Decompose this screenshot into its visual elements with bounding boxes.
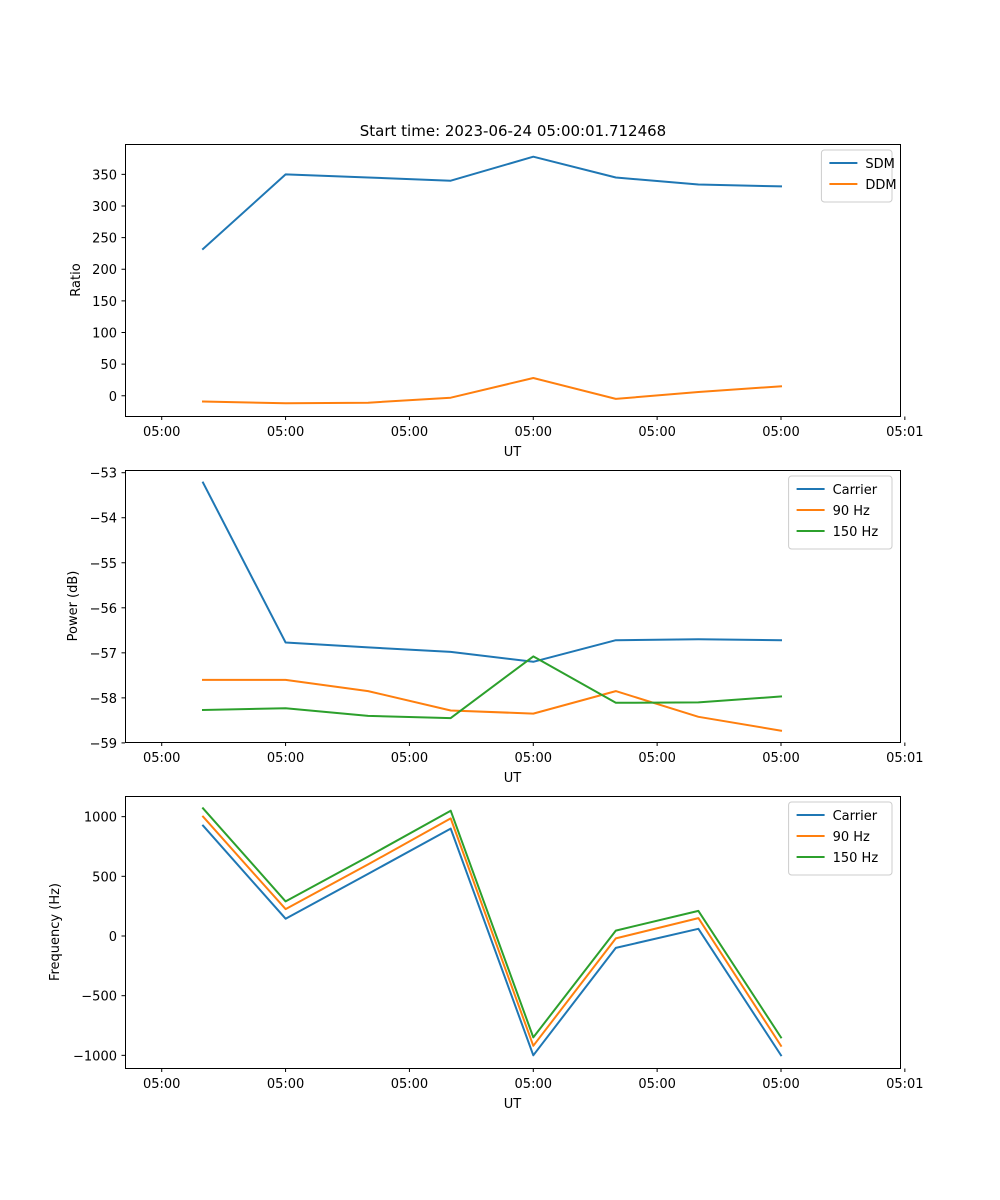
power-subplot: −59 −58 −57 −56 −55 −54 −53 05:00 05:00 05:00 05:0… [66,467,924,786]
legend-label: SDM [865,157,894,172]
y-tick-label: 0 [109,930,117,945]
x-tick-label: 05:00 [638,751,675,766]
x-tick-label: 05:00 [515,751,552,766]
x-tick-label: 05:00 [143,1077,180,1092]
x-tick-label: 05:01 [886,1077,923,1092]
y-tick-label: 1000 [84,811,117,826]
x-axis-label: UT [504,445,522,460]
legend-label: 90 Hz [833,830,870,845]
x-tick-label: 05:00 [762,751,799,766]
series-line-150-hz [201,655,783,720]
legend-label: DDM [865,178,896,193]
y-axis-label: Ratio [69,263,84,296]
y-tick-label: −500 [81,990,117,1005]
x-tick-label: 05:00 [391,425,428,440]
y-tick-label: 0 [109,390,117,405]
series-line-90-hz [202,678,783,732]
legend: SDM DDM [820,149,897,203]
x-tick-label: 05:00 [267,425,304,440]
y-tick-label: 350 [92,168,117,183]
legend-label: Carrier [833,809,878,824]
y-tick-label: 150 [92,295,117,310]
legend-label: 150 Hz [833,851,879,866]
x-tick-label: 05:00 [762,1077,799,1092]
legend: Carrier 90 Hz 150 Hz [788,475,893,550]
series-line-150-hz [201,806,783,1039]
series-line-carrier [201,481,783,663]
y-axis-label: Power (dB) [66,571,81,642]
series-line-sdm [201,155,783,251]
axes-frame [125,144,901,417]
x-axis-label: UT [504,1097,522,1112]
x-tick-label: 05:01 [886,751,923,766]
y-tick-label: −58 [90,692,117,707]
x-tick-label: 05:00 [267,751,304,766]
y-tick-label: −53 [90,467,117,482]
x-tick-label: 05:01 [886,425,923,440]
x-axis-label: UT [504,771,522,786]
x-tick-label: 05:00 [143,751,180,766]
y-tick-label: 300 [92,200,117,215]
y-tick-label: −54 [90,512,117,527]
ratio-subplot: 0 50 100 150 200 250 300 350 05:00 05:00 05:00 05:0… [69,144,924,460]
y-tick-label: 200 [92,263,117,278]
y-tick-label: −1000 [73,1049,117,1064]
x-tick-label: 05:00 [267,1077,304,1092]
x-tick-label: 05:00 [762,425,799,440]
y-axis-label: Frequency (Hz) [48,883,63,981]
x-tick-label: 05:00 [638,425,675,440]
figure-title: Start time: 2023-06-24 05:00:01.712468 [360,122,666,140]
y-tick-label: 500 [92,870,117,885]
y-tick-label: 50 [100,358,117,373]
y-tick-label: 250 [92,232,117,247]
x-tick-label: 05:00 [391,1077,428,1092]
frequency-subplot: −1000 −500 0 500 1000 05:00 05:00 05:00 05:00 05:… [48,796,924,1112]
series-line-90-hz [201,815,783,1048]
y-tick-label: −55 [90,557,117,572]
y-tick-label: 100 [92,327,117,342]
x-tick-label: 05:00 [515,1077,552,1092]
legend-label: 150 Hz [833,525,879,540]
legend-label: 90 Hz [833,504,870,519]
x-tick-label: 05:00 [638,1077,675,1092]
series-line-carrier [201,824,783,1057]
series-line-ddm [201,377,783,405]
x-tick-label: 05:00 [391,751,428,766]
x-tick-label: 05:00 [515,425,552,440]
axes-frame [125,470,901,743]
y-tick-label: −56 [90,602,117,617]
y-tick-label: −57 [90,647,117,662]
axes-frame [125,796,901,1069]
legend-label: Carrier [833,483,878,498]
legend: Carrier 90 Hz 150 Hz [788,801,893,876]
x-tick-label: 05:00 [143,425,180,440]
y-tick-label: −59 [90,737,117,752]
